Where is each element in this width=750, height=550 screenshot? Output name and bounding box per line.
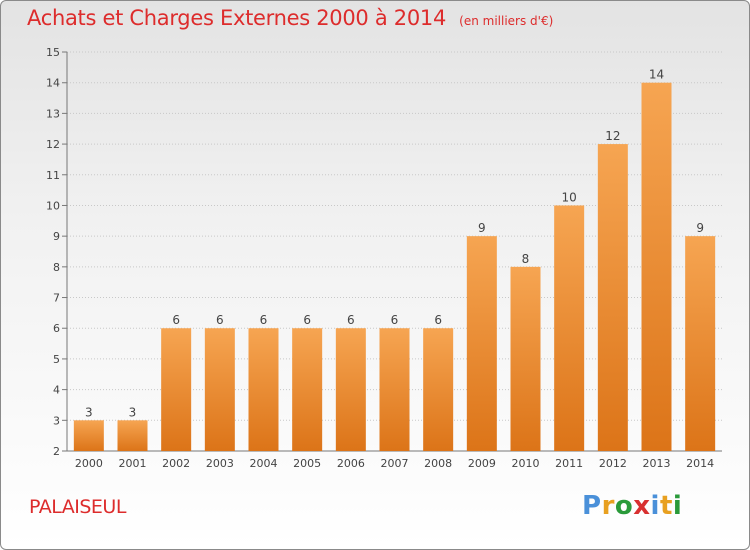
bar	[597, 144, 628, 452]
title-unit: (en milliers d'€)	[459, 14, 554, 28]
city-name: PALAISEUL	[29, 496, 126, 518]
y-tick-label: 15	[46, 46, 60, 59]
logo-letter: i	[672, 491, 683, 521]
x-tick-label: 2003	[206, 457, 234, 470]
x-tick-label: 2002	[162, 457, 190, 470]
title-main: Achats et Charges Externes 2000 à 2014	[27, 6, 447, 30]
bar-value-label: 9	[478, 221, 486, 235]
bar	[73, 420, 104, 451]
bar	[685, 236, 716, 451]
x-tick-label: 2006	[337, 457, 365, 470]
bar-value-label: 14	[649, 68, 664, 82]
x-tick-label: 2004	[250, 457, 278, 470]
y-tick-label: 9	[53, 230, 60, 243]
bar	[161, 328, 192, 451]
y-tick-label: 7	[53, 292, 60, 305]
bar-value-label: 6	[303, 313, 311, 327]
logo-letter: o	[614, 491, 634, 521]
x-tick-label: 2014	[686, 457, 714, 470]
logo-letter: r	[601, 491, 615, 521]
y-tick-label: 5	[53, 353, 60, 366]
logo-letter: x	[633, 491, 651, 521]
y-tick-label: 14	[46, 77, 60, 90]
bar	[292, 328, 323, 451]
proxiti-logo: Proxiti	[582, 491, 682, 521]
bar-value-label: 12	[605, 129, 620, 143]
chart-title: Achats et Charges Externes 2000 à 2014 (…	[27, 6, 553, 30]
bar-value-label: 3	[129, 405, 137, 419]
bar	[641, 82, 672, 451]
x-tick-label: 2008	[424, 457, 452, 470]
bar	[335, 328, 366, 451]
logo-letter: P	[582, 491, 602, 521]
x-tick-label: 2011	[555, 457, 583, 470]
bar	[204, 328, 235, 451]
bar-value-label: 3	[85, 405, 93, 419]
bar-value-label: 8	[522, 252, 530, 266]
y-tick-label: 12	[46, 138, 60, 151]
y-tick-label: 6	[53, 322, 60, 335]
y-tick-label: 4	[53, 384, 60, 397]
y-tick-label: 8	[53, 261, 60, 274]
x-tick-label: 2005	[293, 457, 321, 470]
bar-value-label: 6	[434, 313, 442, 327]
x-tick-label: 2000	[75, 457, 103, 470]
bar	[423, 328, 454, 451]
logo-letter: t	[659, 491, 673, 521]
bar	[554, 205, 585, 451]
y-tick-label: 10	[46, 199, 60, 212]
bar	[379, 328, 410, 451]
y-tick-label: 13	[46, 107, 60, 120]
x-tick-label: 2012	[599, 457, 627, 470]
x-tick-label: 2009	[468, 457, 496, 470]
bar	[117, 420, 148, 451]
x-tick-label: 2001	[119, 457, 147, 470]
bar-value-label: 6	[260, 313, 268, 327]
bar-value-label: 6	[391, 313, 399, 327]
y-tick-label: 11	[46, 169, 60, 182]
bar-value-label: 6	[172, 313, 180, 327]
x-tick-label: 2013	[643, 457, 671, 470]
bar-value-label: 6	[216, 313, 224, 327]
bar-value-label: 9	[696, 221, 704, 235]
y-tick-label: 3	[53, 414, 60, 427]
bar	[466, 236, 497, 451]
bar	[510, 266, 541, 451]
bar-value-label: 6	[347, 313, 355, 327]
bar	[248, 328, 279, 451]
x-tick-label: 2007	[381, 457, 409, 470]
y-tick-label: 2	[53, 445, 60, 458]
bar-value-label: 10	[562, 190, 577, 204]
logo-letter: i	[650, 491, 660, 521]
x-tick-label: 2010	[512, 457, 540, 470]
